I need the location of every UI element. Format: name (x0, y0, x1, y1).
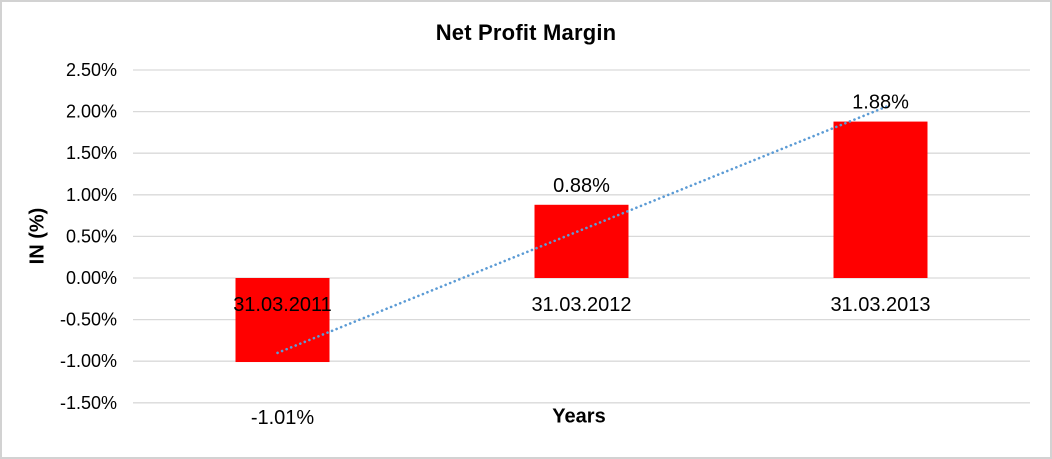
bar-31.03.2012 (534, 204, 629, 278)
bar-31.03.2011 (235, 278, 330, 363)
y-tick-label: 1.00% (66, 185, 117, 205)
y-tick-label: 2.50% (66, 60, 117, 80)
category-label: 31.03.2011 (233, 294, 332, 316)
data-label: 1.88% (852, 92, 909, 114)
x-axis-title: Years (552, 405, 606, 428)
category-label: 31.03.2013 (830, 294, 930, 316)
data-label: -1.01% (251, 407, 315, 429)
y-tick-label: 0.00% (66, 268, 117, 288)
bar-31.03.2013 (833, 121, 928, 278)
y-tick-label: -1.50% (60, 393, 117, 413)
trendline (276, 105, 888, 355)
y-tick-label: -0.50% (60, 310, 117, 330)
chart-title: Net Profit Margin (435, 20, 617, 45)
y-tick-label: 2.00% (66, 102, 117, 122)
y-tick-label: 1.50% (66, 143, 117, 163)
data-label: 0.88% (553, 175, 610, 197)
category-label: 31.03.2012 (531, 294, 631, 316)
y-tick-label: 0.50% (66, 226, 117, 246)
y-tick-label: -1.00% (60, 351, 117, 371)
